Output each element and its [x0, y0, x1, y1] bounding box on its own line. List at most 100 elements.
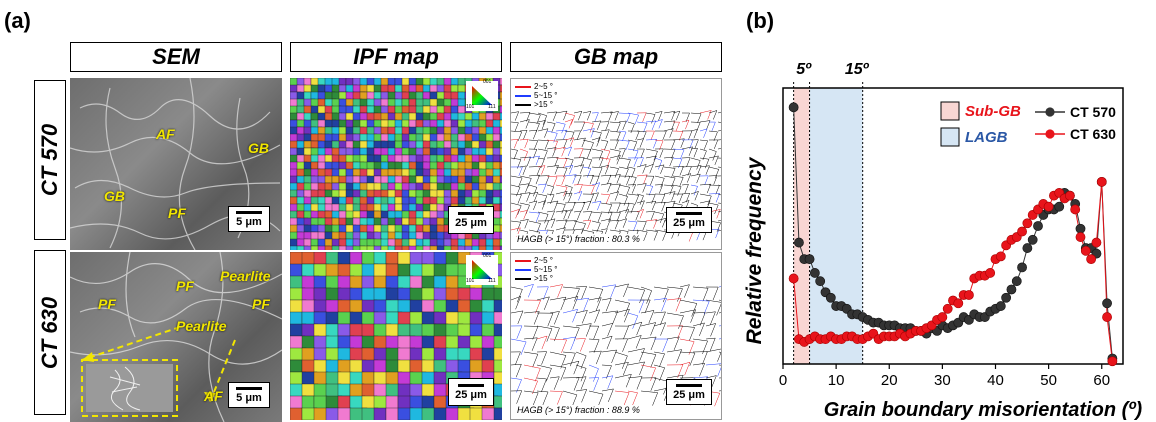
grain-boundary-line: [564, 118, 574, 129]
grain-boundary-line: [549, 376, 560, 390]
grain-boundary-line: [627, 193, 640, 205]
ipf-grain: [313, 252, 328, 265]
panel-a-label: (a): [4, 8, 31, 33]
grain-boundary-line: [600, 193, 611, 204]
ipf-grain: [290, 189, 298, 198]
row-header-ct630-text: CT 630: [37, 296, 62, 369]
grain-boundary-line: [717, 229, 721, 231]
grain-boundary-line: [627, 335, 642, 349]
grain-boundary-line: [717, 130, 721, 132]
grain-boundary-line: [523, 351, 539, 368]
grain-boundary-line: [511, 157, 522, 169]
grain-boundary-line: [718, 312, 721, 314]
ipf-grain: [338, 245, 348, 250]
grain-boundary-line: [546, 139, 558, 151]
grain-boundary-line: [654, 211, 665, 224]
grain-boundary-line: [627, 361, 646, 376]
grain-boundary-line: [511, 325, 523, 339]
grain-boundary-line: [536, 377, 547, 393]
grain-boundary-line: [690, 157, 701, 170]
grain-boundary-line: [588, 286, 604, 303]
grain-boundary-line: [511, 130, 523, 141]
grain-boundary-line: [564, 201, 576, 212]
grain-boundary-line: [663, 191, 676, 201]
grain-boundary-line: [582, 128, 595, 138]
series-legend-label: CT 570: [1070, 104, 1116, 120]
grain-boundary-line: [511, 193, 522, 204]
grain-boundary-line: [663, 139, 676, 149]
grain-boundary-line: [555, 227, 566, 237]
grain-boundary-line: [681, 199, 690, 210]
grain-boundary-line: [614, 283, 629, 298]
grain-boundary-line: [640, 286, 653, 304]
grain-boundary-line: [519, 119, 530, 129]
grain-boundary-line: [627, 348, 645, 362]
ipf-grain: [361, 371, 375, 386]
grain-boundary-line: [511, 208, 520, 219]
grain-boundary-line: [519, 112, 531, 122]
grain-boundary-line: [591, 112, 599, 122]
ipf-grain: [385, 252, 399, 265]
ipf-grain: [349, 252, 363, 266]
grain-boundary-line: [536, 296, 550, 310]
grain-boundary-line: [555, 175, 566, 185]
column-header-ipf: IPF map: [290, 42, 502, 72]
grain-boundary-line: [645, 139, 658, 149]
ipf-grain: [303, 245, 316, 250]
grain-boundary-line: [573, 130, 582, 140]
grain-boundary-line: [627, 184, 637, 194]
grain-boundary-line: [511, 377, 522, 393]
series-legend-marker: [1045, 107, 1055, 117]
grain-boundary-line: [549, 351, 567, 369]
grain-boundary-line: [609, 174, 621, 184]
grain-boundary-line: [614, 351, 628, 369]
ipf-grain: [499, 161, 502, 172]
grain-boundary-line: [645, 148, 658, 161]
grain-boundary-line: [705, 363, 721, 377]
ipf-grain: [380, 245, 392, 250]
grain-boundary-line: [536, 325, 553, 342]
ipf-grain: [313, 275, 327, 289]
grain-boundary-line: [705, 323, 717, 337]
grain-boundary-line: [528, 121, 540, 133]
ipf-grain: [499, 133, 502, 145]
data-point-ct630: [1096, 176, 1107, 187]
grain-boundary-line: [519, 210, 528, 220]
ipf-grain: [433, 359, 448, 374]
grain-boundary-line: [575, 297, 590, 312]
grain-boundary-line: [640, 336, 657, 351]
grain-boundary-line: [666, 312, 684, 329]
data-point-ct570: [1006, 284, 1017, 295]
grain-boundary-line: [600, 211, 613, 222]
ipf-grain: [499, 231, 502, 245]
grain-boundary-line: [575, 286, 587, 300]
grain-boundary-line: [653, 351, 665, 367]
grain-boundary-line: [573, 201, 586, 212]
data-point-ct570: [1027, 234, 1038, 245]
grain-boundary-line: [699, 148, 707, 160]
ipf-grain: [394, 189, 404, 198]
scale-bar: 25 μm: [666, 207, 712, 233]
grain-boundary-line: [573, 157, 585, 167]
threshold-label: 15º: [845, 61, 870, 78]
ipf-grain: [366, 140, 375, 149]
grain-boundary-line: [640, 364, 656, 381]
row-header-ct570: CT 570: [34, 80, 66, 240]
grain-boundary-line: [654, 184, 664, 194]
sem-label-pearlite: Pearlite: [220, 268, 271, 284]
ipf-grain: [325, 311, 340, 325]
grain-boundary-line: [681, 173, 692, 183]
data-point-ct570: [995, 301, 1006, 311]
grain-boundary-line: [636, 157, 644, 167]
grain-boundary-line: [640, 390, 659, 406]
grain-boundary-line: [575, 389, 588, 403]
gb-legend-item: 2~5 °: [515, 256, 557, 265]
ipf-grain: [499, 98, 502, 107]
grain-boundary-line: [573, 175, 582, 185]
grain-boundary-line: [614, 373, 632, 388]
grain-boundary-line: [708, 148, 717, 161]
data-point-ct570: [788, 102, 799, 113]
grain-boundary-line: [573, 210, 582, 221]
grain-boundary-line: [600, 139, 609, 151]
grain-boundary-line: [640, 351, 657, 368]
